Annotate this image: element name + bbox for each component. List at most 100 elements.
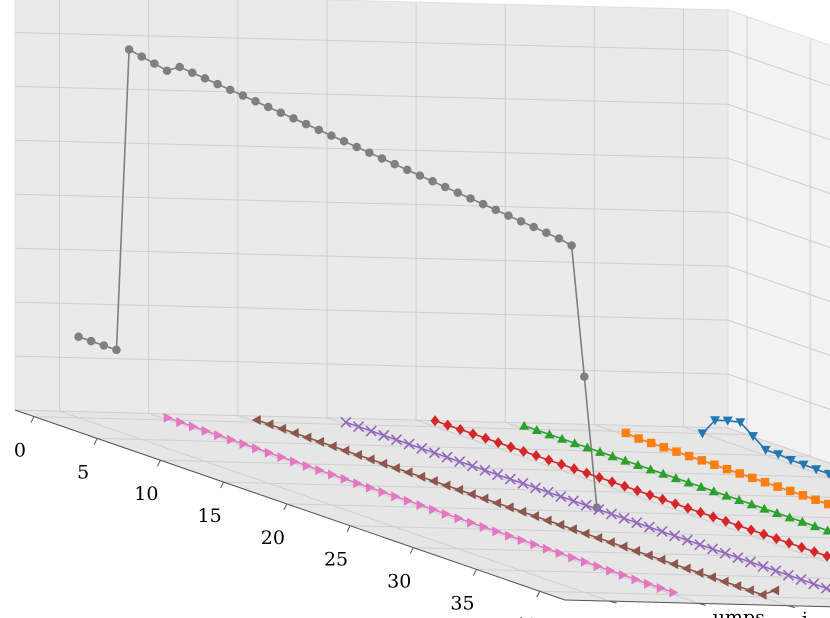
data-point xyxy=(809,546,819,558)
data-point xyxy=(430,415,440,427)
data-point xyxy=(301,119,311,129)
data-point xyxy=(353,478,363,489)
y-axis-line xyxy=(564,599,830,608)
data-point xyxy=(86,336,96,346)
data-point xyxy=(618,541,628,552)
data-point xyxy=(365,425,377,437)
data-point xyxy=(517,535,527,546)
data-point xyxy=(455,423,465,435)
data-point xyxy=(784,512,795,522)
data-point xyxy=(176,417,186,428)
data-point xyxy=(531,425,542,435)
data-point xyxy=(440,182,450,192)
data-point xyxy=(620,455,631,465)
data-point xyxy=(200,74,210,83)
data-point xyxy=(669,587,679,598)
data-point xyxy=(365,482,375,493)
data-point xyxy=(429,504,439,515)
data-point xyxy=(239,438,249,449)
x-tick-mark xyxy=(409,547,414,554)
data-point xyxy=(226,434,236,445)
data-point xyxy=(188,421,198,432)
data-point xyxy=(797,516,808,526)
data-point xyxy=(315,465,325,476)
data-point xyxy=(516,217,526,226)
data-point xyxy=(468,428,478,440)
data-point xyxy=(632,460,643,470)
data-point xyxy=(479,521,489,532)
data-point xyxy=(340,416,352,428)
data-point xyxy=(251,415,261,426)
data-point xyxy=(760,445,771,455)
data-point xyxy=(378,458,388,469)
data-point xyxy=(747,432,758,442)
data-point xyxy=(759,528,769,540)
data-point xyxy=(390,159,399,169)
x-tick-mark xyxy=(283,503,288,511)
x-tick-label: 10 xyxy=(134,483,158,505)
data-point xyxy=(694,539,706,551)
data-point xyxy=(506,441,516,453)
data-point xyxy=(582,442,593,452)
data-point xyxy=(645,464,656,474)
data-point xyxy=(773,482,782,491)
x-tick-label: 15 xyxy=(198,505,222,527)
data-point xyxy=(734,494,745,504)
data-point xyxy=(770,585,780,596)
data-point xyxy=(542,486,554,498)
data-point xyxy=(643,550,653,561)
x-tick-label: 0 xyxy=(14,440,26,462)
data-point xyxy=(670,498,680,510)
data-point xyxy=(567,241,576,250)
data-point xyxy=(276,108,286,117)
data-point xyxy=(811,495,820,504)
data-point xyxy=(580,556,590,567)
data-point xyxy=(428,447,440,459)
data-point xyxy=(403,495,413,506)
data-point xyxy=(744,556,757,568)
x-tick-mark xyxy=(346,525,351,532)
data-point xyxy=(466,460,478,472)
data-point xyxy=(531,450,541,462)
data-point xyxy=(352,449,362,460)
data-point xyxy=(238,91,248,100)
data-point xyxy=(681,534,693,546)
data-point xyxy=(710,416,721,426)
data-point xyxy=(416,500,426,511)
data-point xyxy=(542,228,551,238)
data-point xyxy=(607,476,617,488)
data-point xyxy=(416,471,426,482)
data-point xyxy=(567,524,577,535)
data-point xyxy=(137,52,146,61)
data-point xyxy=(669,559,679,570)
data-point xyxy=(732,580,742,591)
data-point xyxy=(504,211,513,220)
data-point xyxy=(378,487,388,498)
data-point xyxy=(595,446,606,456)
data-point xyxy=(568,552,578,563)
data-point xyxy=(492,498,502,509)
data-point xyxy=(634,434,643,443)
data-point xyxy=(646,438,656,448)
data-point xyxy=(467,517,477,528)
data-point xyxy=(605,508,617,520)
data-point xyxy=(621,428,631,438)
data-point xyxy=(580,499,592,511)
y-tick-label: . xyxy=(624,604,630,618)
data-point xyxy=(681,563,691,574)
data-point xyxy=(707,543,719,555)
series-line xyxy=(345,421,830,591)
x-tick-mark xyxy=(473,569,477,576)
data-point xyxy=(557,433,568,443)
data-point xyxy=(453,188,463,197)
data-point xyxy=(823,469,830,479)
data-point xyxy=(201,425,211,436)
data-point xyxy=(403,438,415,450)
data-point xyxy=(277,423,287,434)
data-point xyxy=(744,585,754,596)
data-point xyxy=(505,530,515,541)
data-point xyxy=(631,546,641,557)
data-point xyxy=(772,508,783,518)
data-point xyxy=(593,504,605,516)
